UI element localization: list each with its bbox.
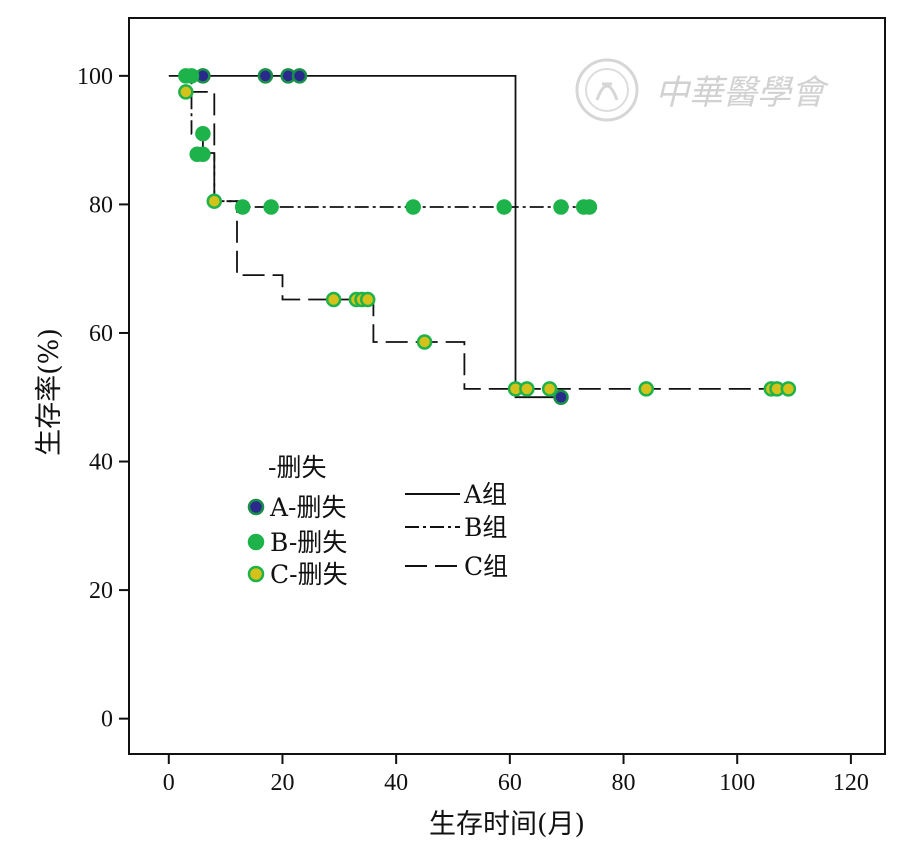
censor-point-c — [206, 193, 223, 209]
censor-point-b — [581, 199, 598, 215]
censor-point-b — [496, 199, 512, 215]
y-tick-label: 60 — [89, 321, 113, 347]
y-tick-label: 0 — [101, 707, 113, 733]
legend: -删失 A-删失 B-删失 C-删失 A组 B组 C组 — [247, 453, 508, 589]
legend-label-a: A组 — [463, 480, 507, 509]
axis-ticks: 0 20 40 60 80 100 120 0 20 40 60 80 100 — [77, 64, 869, 796]
x-tick-label: 60 — [498, 770, 522, 796]
legend-label-a-censor: A-删失 — [269, 493, 347, 522]
censor-point-b — [195, 146, 211, 163]
censor-point-b — [234, 199, 251, 215]
legend-item-a-line: A组 — [405, 480, 507, 509]
legend-marker-b — [247, 533, 265, 551]
plot-frame — [128, 17, 886, 755]
legend-item-c-censor: C-删失 — [247, 560, 348, 589]
censor-point-b — [195, 125, 211, 142]
legend-item-b-censor: B-删失 — [247, 528, 347, 557]
x-tick-label: 80 — [612, 770, 636, 796]
censor-markers — [178, 68, 797, 405]
censor-point-b — [263, 199, 279, 215]
x-tick-label: 0 — [163, 770, 175, 796]
survival-curves — [168, 75, 789, 399]
watermark-logo: 中華醫學會 — [575, 58, 830, 122]
x-tick-label: 120 — [833, 770, 869, 796]
censor-point-c — [416, 334, 433, 350]
censor-point-c — [325, 291, 342, 308]
censor-point-c — [178, 84, 194, 100]
legend-marker-a — [247, 498, 265, 516]
seal-figure — [595, 82, 619, 101]
censor-point-c — [780, 381, 797, 397]
x-tick-label: 40 — [384, 770, 408, 796]
legend-label-c: C组 — [464, 552, 508, 581]
x-tick-label: 100 — [719, 770, 755, 796]
legend-item-b-line: B组 — [405, 513, 507, 542]
survival-line-c — [185, 91, 789, 390]
censor-point-c — [359, 291, 376, 308]
watermark-text: 中華醫學會 — [655, 73, 830, 113]
y-tick-label: 20 — [89, 578, 113, 604]
censor-point-a — [553, 389, 569, 405]
y-tick-label: 40 — [89, 450, 113, 476]
seal-icon — [575, 58, 639, 122]
censor-point-a — [257, 68, 274, 84]
censor-point-c — [638, 381, 655, 397]
x-tick-label: 20 — [270, 770, 294, 796]
x-axis-title: 生存时间(月) — [429, 809, 585, 840]
legend-item-c-line: C组 — [405, 552, 508, 581]
y-tick-label: 80 — [89, 192, 113, 218]
legend-label-c-censor: C-删失 — [270, 560, 348, 589]
survival-line-a — [168, 75, 561, 399]
legend-marker-c — [247, 565, 265, 583]
censor-point-a — [291, 68, 308, 84]
legend-censor-title: -删失 — [268, 453, 326, 482]
censor-point-b — [183, 68, 200, 84]
censor-point-c — [519, 381, 535, 397]
y-axis-title: 生存率(%) — [34, 328, 65, 456]
y-tick-label: 100 — [77, 64, 113, 90]
legend-label-b-censor: B-删失 — [270, 528, 347, 557]
legend-label-b: B组 — [464, 513, 507, 542]
censor-point-b — [405, 199, 421, 215]
legend-item-a-censor: A-删失 — [247, 493, 347, 522]
seal-inner-ring — [585, 68, 629, 112]
survival-line-b — [185, 75, 590, 208]
censor-point-c — [541, 381, 558, 397]
censor-point-b — [553, 199, 569, 215]
